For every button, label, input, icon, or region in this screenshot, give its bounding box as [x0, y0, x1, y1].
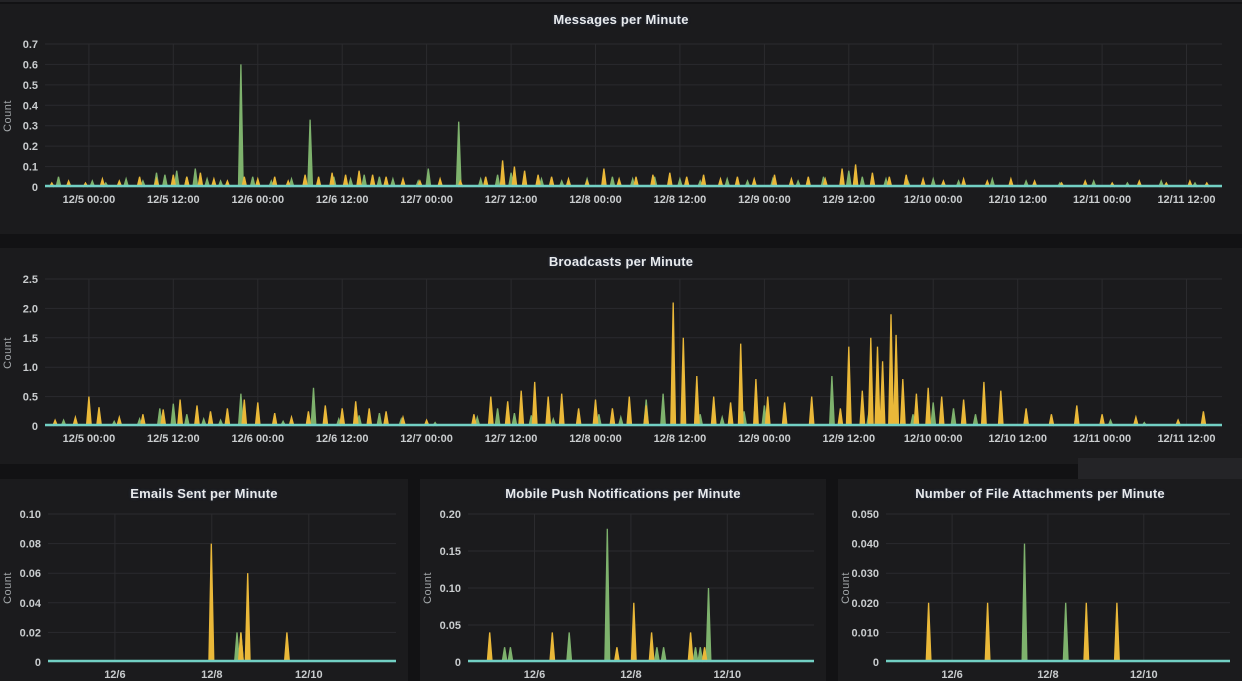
chart-messages-per-minute[interactable]: 0 0.1 0.2 0.3 0.4 0.5 0.6 0.7 12/5 00:00 12/5 12:…: [0, 34, 1242, 234]
panel-title-push-notifications[interactable]: Mobile Push Notifications per Minute: [505, 485, 741, 501]
svg-text:0.040: 0.040: [851, 539, 879, 551]
svg-text:12/8: 12/8: [1037, 669, 1058, 681]
svg-text:0.10: 0.10: [20, 509, 41, 521]
panel-title-messages[interactable]: Messages per Minute: [553, 11, 689, 27]
svg-text:12/10: 12/10: [1130, 669, 1158, 681]
svg-text:12/5 00:00: 12/5 00:00: [63, 194, 116, 206]
svg-text:12/8: 12/8: [620, 669, 641, 681]
svg-text:0.7: 0.7: [23, 39, 38, 51]
svg-text:0.5: 0.5: [23, 80, 38, 92]
svg-text:0.08: 0.08: [20, 539, 41, 551]
svg-text:12/11 12:00: 12/11 12:00: [1157, 194, 1215, 206]
panel-messages-per-minute: Messages per Minute 0 0.1 0.2 0.3 0.4 0.5 0.6 0…: [0, 4, 1242, 234]
yellow-series: [486, 602, 708, 663]
svg-text:0.5: 0.5: [23, 392, 38, 404]
svg-text:12/5 00:00: 12/5 00:00: [63, 433, 116, 445]
svg-text:0: 0: [35, 657, 41, 669]
svg-text:0.020: 0.020: [851, 598, 879, 610]
yellow-series: [52, 302, 1207, 427]
svg-text:0.10: 0.10: [440, 583, 461, 595]
svg-text:12/6 12:00: 12/6 12:00: [316, 433, 369, 445]
chart-broadcasts-per-minute[interactable]: 0 0.5 1.0 1.5 2.0 2.5 12/5 00:00 12/5 12:00 12/6…: [0, 274, 1242, 464]
svg-text:0.3: 0.3: [23, 121, 38, 133]
svg-text:12/9 12:00: 12/9 12:00: [822, 194, 875, 206]
svg-text:0: 0: [32, 182, 38, 194]
svg-text:12/10 12:00: 12/10 12:00: [988, 433, 1047, 445]
svg-text:Count: Count: [2, 572, 14, 604]
svg-text:12/6: 12/6: [524, 669, 545, 681]
chart-mobile-push-notifications[interactable]: 0 0.05 0.10 0.15 0.20 12/6 12/8 12/10 Count: [420, 507, 826, 681]
svg-text:12/9 12:00: 12/9 12:00: [822, 433, 875, 445]
svg-text:12/8 12:00: 12/8 12:00: [654, 194, 707, 206]
svg-text:12/8 00:00: 12/8 00:00: [569, 194, 622, 206]
svg-text:0.06: 0.06: [20, 568, 41, 580]
svg-text:12/9 00:00: 12/9 00:00: [738, 194, 791, 206]
svg-text:12/7 00:00: 12/7 00:00: [400, 433, 453, 445]
svg-text:0.050: 0.050: [851, 509, 879, 521]
svg-text:12/8 12:00: 12/8 12:00: [654, 433, 707, 445]
svg-text:12/10 00:00: 12/10 00:00: [904, 433, 963, 445]
yellow-series: [208, 543, 291, 663]
svg-text:1.5: 1.5: [23, 333, 38, 345]
svg-text:0.1: 0.1: [23, 162, 38, 174]
svg-text:12/7 12:00: 12/7 12:00: [485, 194, 538, 206]
svg-text:12/10 12:00: 12/10 12:00: [988, 194, 1047, 206]
svg-text:0: 0: [32, 421, 38, 433]
panel-emails-sent-per-minute: Emails Sent per Minute 0 0.02 0.04 0.06 0.08…: [0, 479, 408, 681]
green-series: [60, 375, 1207, 427]
svg-text:0.02: 0.02: [20, 627, 41, 639]
panel-broadcasts-per-minute: Broadcasts per Minute 0 0.5 1.0 1.5 2.0 2.5 12…: [0, 248, 1242, 464]
svg-text:12/9 00:00: 12/9 00:00: [738, 433, 791, 445]
svg-text:12/6: 12/6: [104, 669, 125, 681]
svg-text:12/8: 12/8: [201, 669, 222, 681]
svg-text:12/6 12:00: 12/6 12:00: [316, 194, 369, 206]
svg-text:Count: Count: [2, 337, 14, 369]
svg-text:Count: Count: [422, 572, 434, 604]
chart-emails-sent-per-minute[interactable]: 0 0.02 0.04 0.06 0.08 0.10 12/6 12/8 12/10 Count: [0, 507, 408, 681]
svg-text:2.0: 2.0: [23, 303, 38, 315]
svg-text:12/6: 12/6: [941, 669, 962, 681]
svg-text:0.04: 0.04: [20, 598, 42, 610]
svg-text:Count: Count: [840, 572, 852, 604]
panel-title-file-attachments[interactable]: Number of File Attachments per Minute: [915, 485, 1165, 501]
yellow-series: [925, 602, 1120, 663]
green-series: [55, 64, 1198, 188]
svg-text:12/8 00:00: 12/8 00:00: [569, 433, 622, 445]
svg-text:2.5: 2.5: [23, 274, 38, 286]
yellow-series: [48, 160, 1210, 188]
svg-text:12/11 12:00: 12/11 12:00: [1157, 433, 1215, 445]
svg-text:12/10: 12/10: [295, 669, 323, 681]
chart-file-attachments[interactable]: 0 0.010 0.020 0.030 0.040 0.050 12/6 12/8 12/10 C…: [838, 507, 1242, 681]
svg-text:0.20: 0.20: [440, 509, 461, 521]
svg-text:12/11 00:00: 12/11 00:00: [1073, 433, 1131, 445]
svg-text:1.0: 1.0: [23, 362, 38, 374]
panel-title-broadcasts[interactable]: Broadcasts per Minute: [548, 253, 694, 269]
svg-text:12/5 12:00: 12/5 12:00: [147, 433, 200, 445]
green-series: [501, 528, 712, 663]
svg-text:0.010: 0.010: [851, 627, 879, 639]
panel-edge-artifact: [1078, 458, 1242, 479]
svg-text:12/6 00:00: 12/6 00:00: [231, 433, 284, 445]
svg-text:0: 0: [873, 657, 879, 669]
panel-title-emails[interactable]: Emails Sent per Minute: [130, 485, 278, 501]
svg-text:Count: Count: [2, 100, 14, 132]
svg-text:0: 0: [455, 657, 461, 669]
svg-text:12/10: 12/10: [714, 669, 742, 681]
svg-text:0.030: 0.030: [851, 568, 879, 580]
svg-text:12/11 00:00: 12/11 00:00: [1073, 194, 1131, 206]
svg-text:12/5 12:00: 12/5 12:00: [147, 194, 200, 206]
svg-text:0.15: 0.15: [440, 546, 461, 558]
panel-mobile-push-notifications: Mobile Push Notifications per Minute 0 0.…: [420, 479, 826, 681]
svg-text:12/6 00:00: 12/6 00:00: [231, 194, 284, 206]
svg-text:0.4: 0.4: [23, 100, 39, 112]
svg-text:0.2: 0.2: [23, 141, 38, 153]
green-series: [1021, 543, 1069, 663]
svg-text:12/7 12:00: 12/7 12:00: [485, 433, 538, 445]
svg-text:0.6: 0.6: [23, 59, 38, 71]
svg-text:0.05: 0.05: [440, 620, 461, 632]
svg-text:12/7 00:00: 12/7 00:00: [400, 194, 453, 206]
svg-text:12/10 00:00: 12/10 00:00: [904, 194, 963, 206]
